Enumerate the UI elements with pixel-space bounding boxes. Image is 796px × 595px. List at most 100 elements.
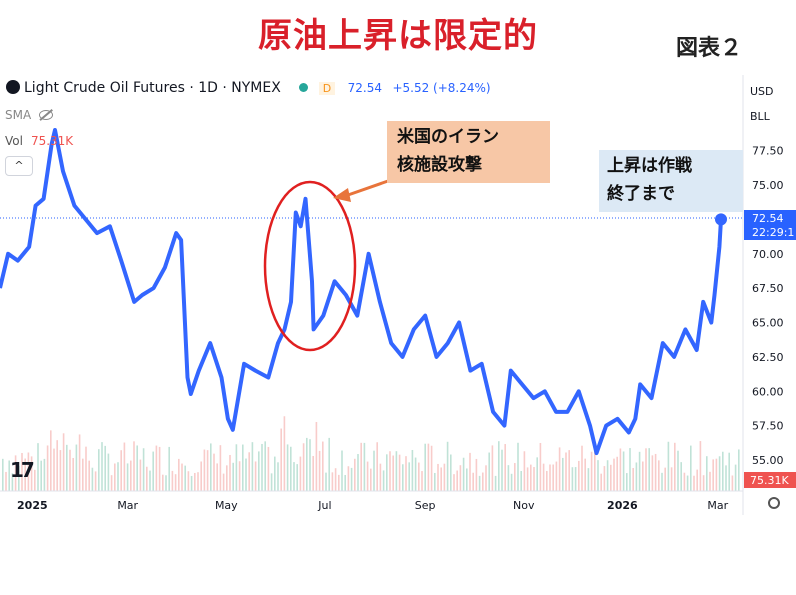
unit-label[interactable]: BLL	[750, 110, 770, 123]
volume-bar	[162, 474, 164, 491]
x-tick-label: Jul	[317, 499, 331, 512]
volume-bar	[152, 451, 154, 491]
volume-bar	[56, 440, 58, 491]
market-status-icon	[299, 83, 309, 92]
volume-bar	[475, 458, 478, 491]
volume-bar	[5, 471, 7, 491]
volume-bar	[725, 465, 727, 491]
collapse-button[interactable]: ^	[5, 156, 33, 176]
y-tick-label: 65.00	[752, 317, 784, 330]
volume-bar	[699, 441, 702, 491]
symbol-logo-icon	[6, 80, 20, 94]
volume-bar	[405, 456, 407, 491]
volume-bar	[270, 473, 273, 491]
volume-bar	[168, 446, 170, 491]
volume-bar	[734, 464, 737, 491]
volume-bar	[130, 460, 132, 491]
volume-bar	[379, 463, 382, 491]
annotation-end-line2: 終了まで	[607, 184, 675, 204]
y-tick-label: 67.50	[752, 282, 784, 295]
volume-bar	[552, 464, 554, 491]
symbol-header[interactable]: Light Crude Oil Futures · 1D · NYMEX D 7…	[0, 80, 491, 96]
time-axis: 2025 Mar May Jul Sep Nov 2026 Mar	[0, 75, 744, 515]
volume-bar	[226, 465, 228, 491]
volume-bar	[8, 460, 10, 491]
volume-bar	[584, 458, 586, 491]
volume-bar	[274, 456, 276, 491]
annotation-arrow	[347, 179, 389, 197]
volume-bar	[347, 466, 350, 491]
volume-bar	[661, 472, 663, 491]
volume-bar	[229, 454, 231, 491]
volume-bar	[574, 467, 577, 491]
interval-badge[interactable]: D	[318, 82, 336, 95]
sma-indicator[interactable]: SMA	[5, 108, 54, 122]
x-tick-label: Sep	[415, 499, 436, 512]
price-chart[interactable]: 77.5075.0072.5070.0067.5065.0062.5060.00…	[0, 75, 796, 515]
volume-bar	[107, 453, 110, 491]
volume-bar	[261, 443, 263, 491]
volume-bar	[670, 467, 673, 491]
volume-bar	[366, 461, 369, 491]
volume-bar	[299, 456, 302, 491]
volume-bar	[302, 443, 305, 491]
volume-bar	[613, 458, 615, 491]
volume-bar	[267, 446, 270, 491]
volume-bar	[78, 434, 81, 491]
volume-bar	[318, 450, 321, 491]
y-tick-label: 70.00	[752, 248, 784, 261]
volume-bar	[651, 455, 654, 491]
volume-bar	[190, 475, 193, 491]
volume-bar	[424, 443, 426, 491]
volume-bar	[200, 461, 202, 491]
settings-gear-icon[interactable]	[768, 497, 780, 509]
volume-bar	[139, 459, 142, 491]
volume-bar	[283, 416, 286, 491]
volume-bar	[693, 475, 695, 491]
volume-bar	[194, 472, 196, 491]
volume-bar	[680, 462, 682, 491]
volume-bar	[386, 454, 388, 491]
volume-bar	[523, 451, 526, 491]
volume-bar	[187, 471, 190, 491]
annotation-iran-attack: 米国のイラン 核施設攻撃	[387, 121, 550, 183]
volume-bar	[437, 463, 439, 491]
volume-bar	[242, 444, 244, 491]
volume-bar	[622, 451, 625, 491]
page-title: 原油上昇は限定的	[258, 16, 538, 56]
volume-bar	[485, 465, 487, 491]
vol-value: 75.31K	[30, 134, 74, 148]
volume-bar	[155, 445, 158, 491]
volume-bar	[50, 430, 52, 491]
hidden-eye-icon[interactable]	[39, 110, 54, 120]
volume-bar	[440, 467, 442, 491]
currency-label[interactable]: USD	[750, 85, 774, 98]
volume-indicator[interactable]: Vol 75.31K	[5, 134, 73, 148]
volume-bar	[667, 441, 670, 491]
volume-bar	[616, 456, 618, 491]
volume-bar	[674, 442, 676, 491]
last-price-tag-countdown: 22:29:1	[752, 226, 794, 239]
volume-bar	[536, 457, 538, 491]
x-tick-label: Nov	[513, 499, 535, 512]
volume-bar	[117, 462, 119, 491]
volume-bar	[43, 458, 46, 491]
volume-bar	[728, 452, 730, 491]
volume-bar	[578, 460, 580, 491]
volume-bar	[88, 460, 90, 491]
volume-bar	[654, 453, 657, 491]
volume-bar	[363, 442, 366, 491]
volume-bar	[203, 449, 206, 491]
volume-bar	[104, 445, 106, 491]
volume-bar	[690, 445, 692, 491]
volume-bar	[488, 452, 490, 491]
volume-bar	[222, 473, 225, 491]
volume-bar	[171, 470, 174, 491]
volume-bar	[331, 472, 334, 491]
volume-bar	[120, 450, 122, 491]
volume-bar	[146, 466, 148, 491]
x-tick-label: 2026	[607, 499, 638, 512]
volume-bar	[101, 442, 103, 491]
x-tick-label: Mar	[707, 499, 728, 512]
x-tick-label: 2025	[17, 499, 48, 512]
